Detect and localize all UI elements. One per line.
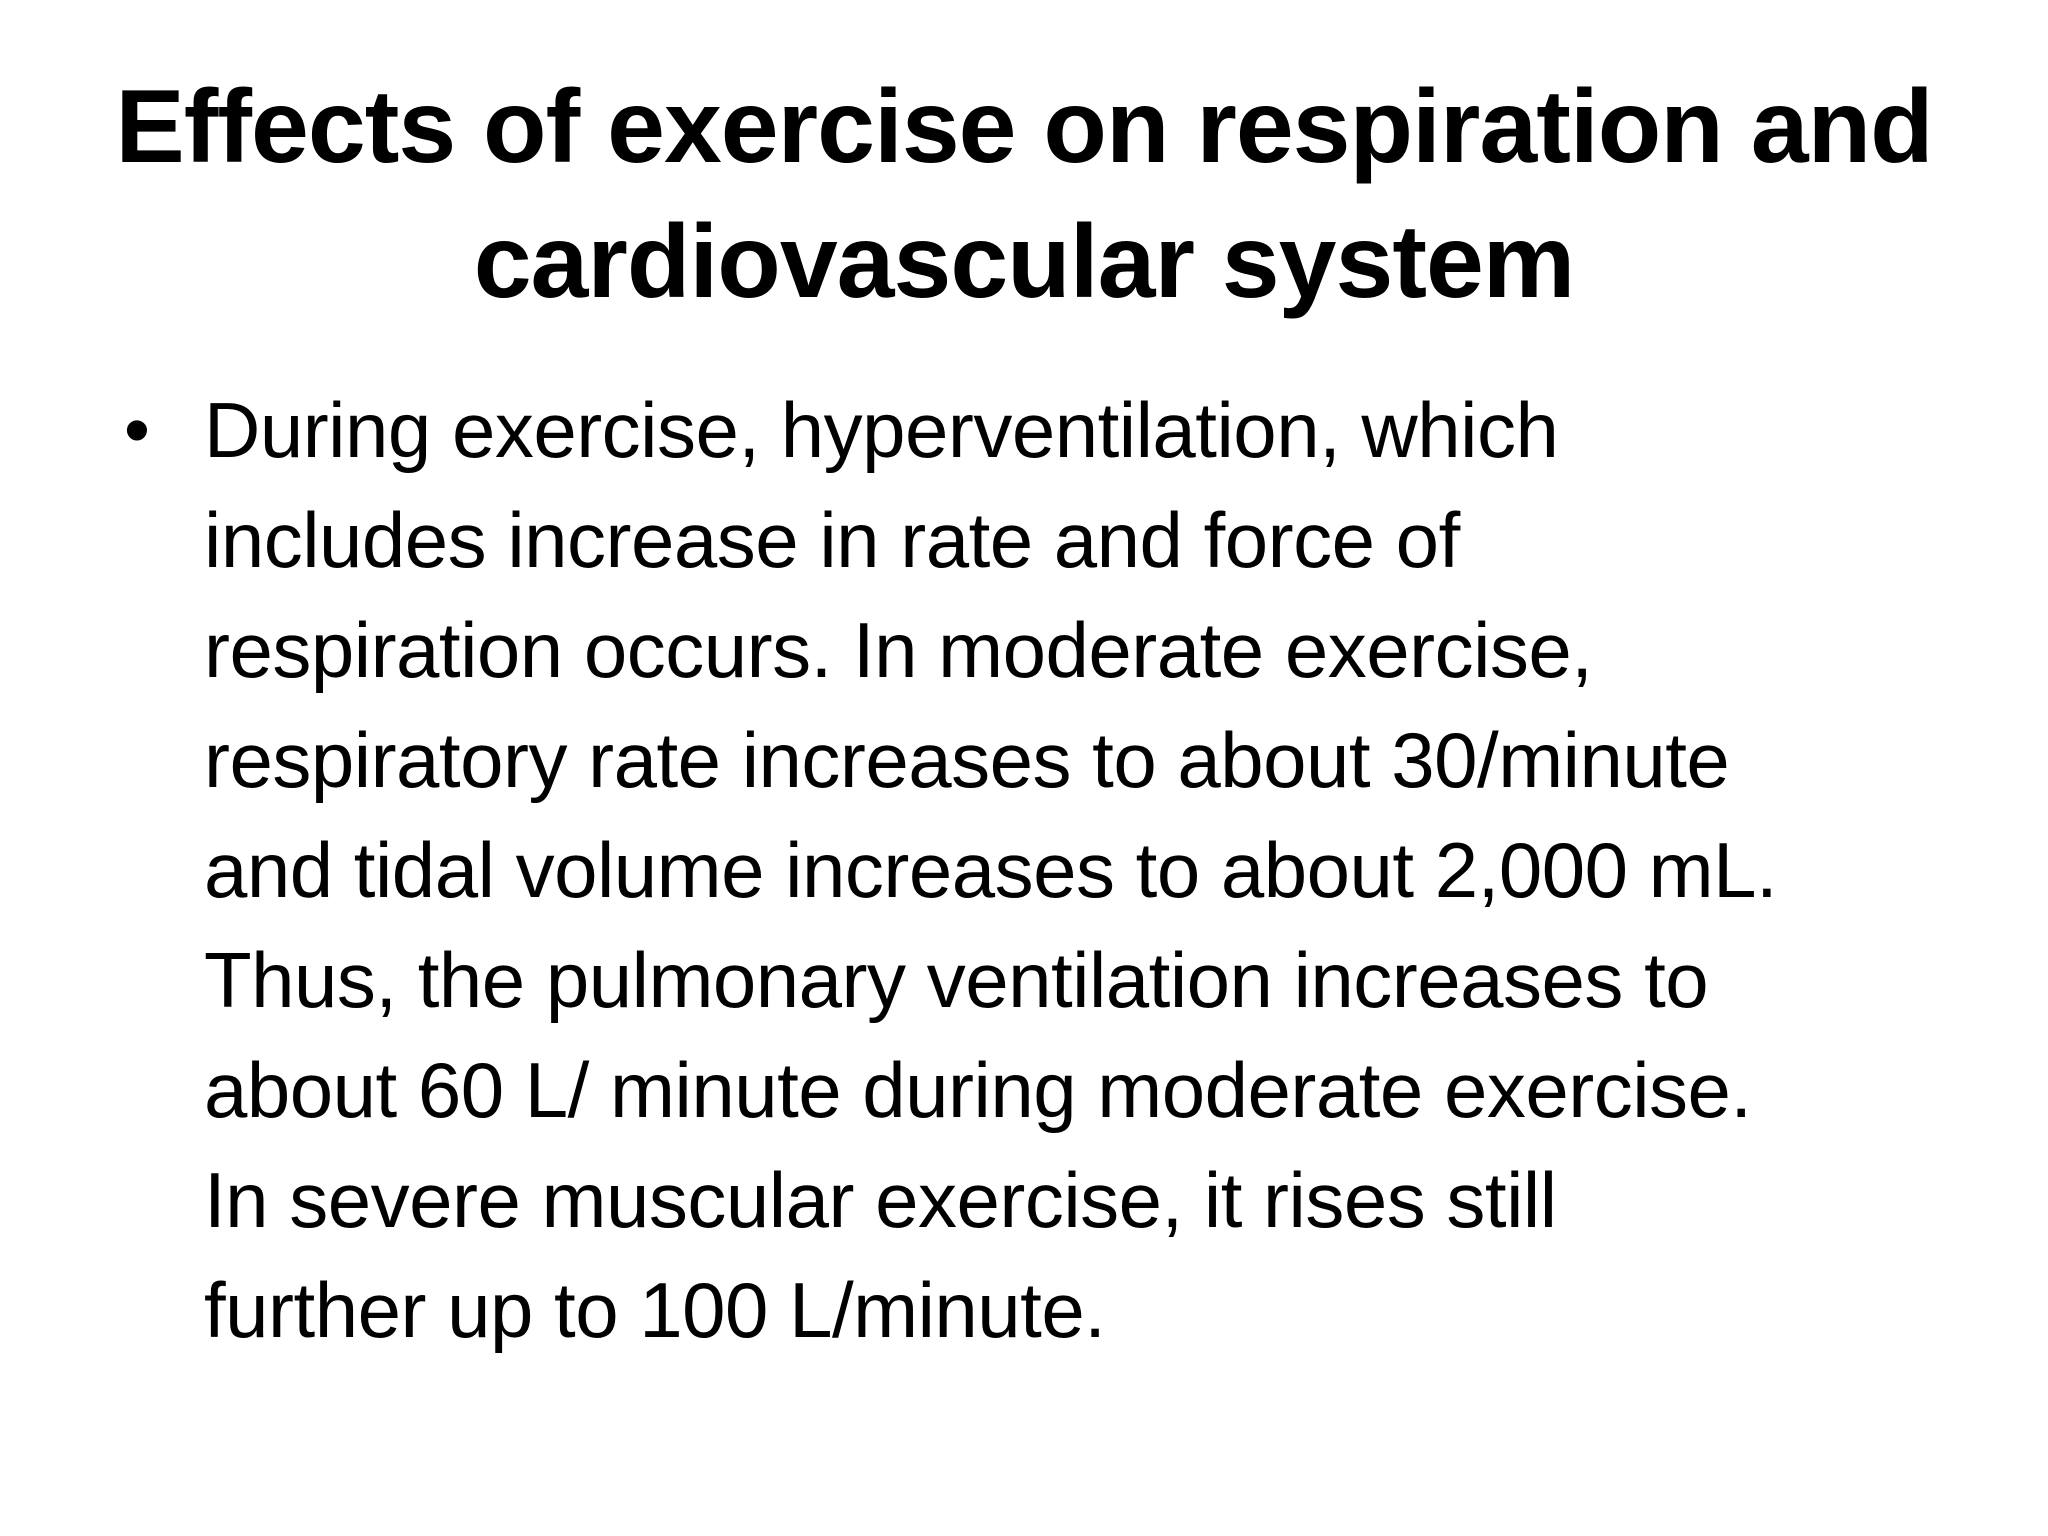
bullet-text-line: respiration occurs. In moderate exercise… — [204, 606, 1593, 694]
bullet-text-line: In severe muscular exercise, it rises st… — [204, 1156, 1557, 1244]
title-line: cardiovascular system — [473, 204, 1576, 320]
title-line: Effects of exercise on respiration and — [115, 69, 1933, 185]
bullet-text-line: During exercise, hyperventilation, which — [204, 386, 1559, 474]
bullet-text-line: Thus, the pulmonary ventilation increase… — [204, 936, 1709, 1024]
bullet-list: • During exercise, hyperventilation, whi… — [120, 375, 1970, 1365]
bullet-text-line: and tidal volume increases to about 2,00… — [204, 826, 1778, 914]
bullet-text-line: includes increase in rate and force of — [204, 496, 1460, 584]
bullet-text-line: respiratory rate increases to about 30/m… — [204, 716, 1730, 804]
bullet-icon: • — [124, 388, 150, 471]
slide-title: Effects of exercise on respiration and c… — [100, 60, 1948, 330]
bullet-item: • During exercise, hyperventilation, whi… — [120, 375, 1970, 1365]
bullet-text-line: further up to 100 L/minute. — [204, 1266, 1106, 1354]
bullet-text-line: about 60 L/ minute during moderate exerc… — [204, 1046, 1752, 1134]
